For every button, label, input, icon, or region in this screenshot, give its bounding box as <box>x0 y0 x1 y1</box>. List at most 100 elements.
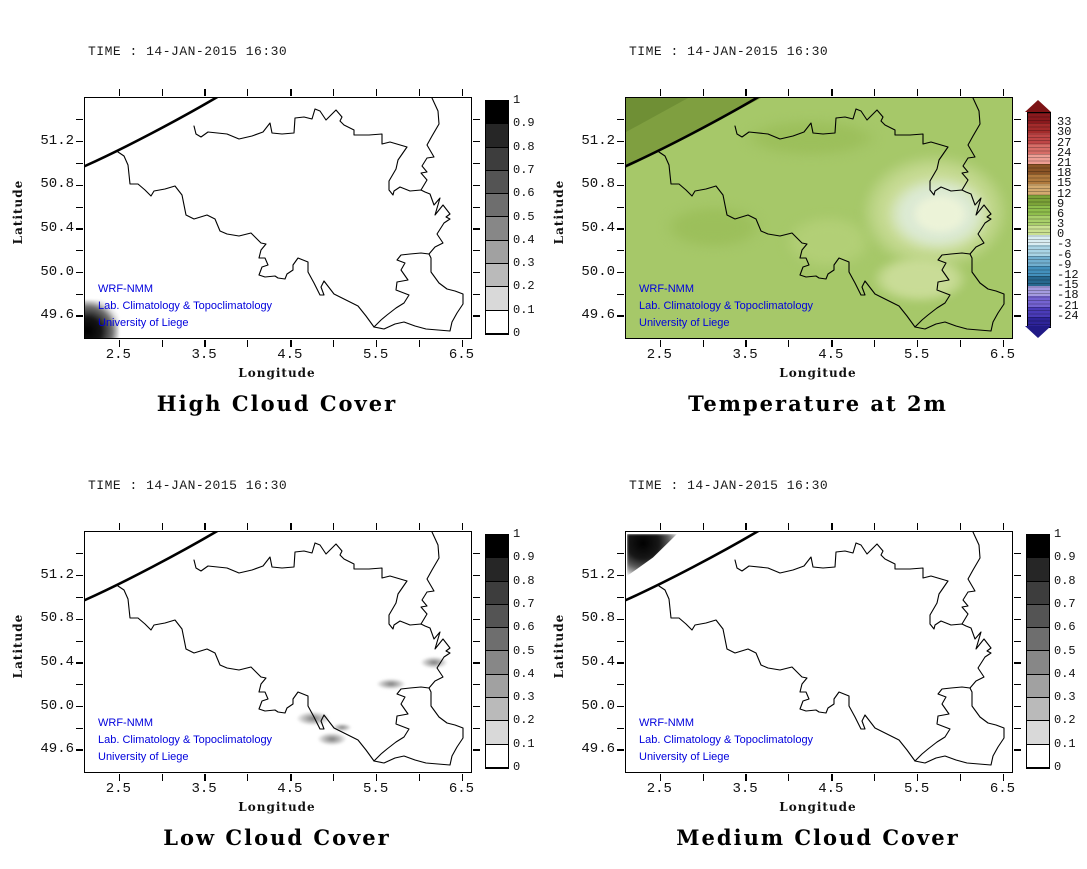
cloud-colorbar-tick-label: 0.7 <box>1054 596 1076 611</box>
cloud-colorbar-box <box>1027 604 1049 629</box>
axis-tick <box>118 774 121 781</box>
axis-tick <box>473 684 480 686</box>
temp-colorbar-tick-label: 0 <box>1057 227 1065 242</box>
temp-colorbar-tick-label: 9 <box>1057 196 1065 211</box>
axis-tick <box>375 774 378 781</box>
cloud-colorbar-box <box>486 310 508 334</box>
y-tick-label: 49.6 <box>40 741 74 758</box>
axis-tick <box>204 774 206 781</box>
cloud-colorbar-box <box>486 264 508 288</box>
y-tick-label: 50.4 <box>581 219 615 236</box>
axis-tick <box>333 340 335 347</box>
cloud-colorbar-tick-label: 0.3 <box>513 690 535 705</box>
cloud-colorbar-tick-label: 0.9 <box>1054 550 1076 565</box>
temp-colorbar-band <box>1028 184 1050 195</box>
cloud-colorbar-box <box>1027 698 1049 722</box>
axis-tick <box>617 553 624 555</box>
axis-tick <box>375 89 378 96</box>
cloud-colorbar-box <box>486 628 508 652</box>
cloud-colorbar-box <box>486 287 508 311</box>
cloud-colorbar-box <box>486 240 508 265</box>
axis-tick <box>76 184 83 187</box>
cloud-colorbar-box <box>486 535 508 559</box>
axis-tick <box>419 89 421 96</box>
cloud-colorbar-box <box>486 147 508 171</box>
axis-tick <box>76 271 83 274</box>
field-blob-dark-corner <box>85 300 119 338</box>
axis-tick <box>461 340 464 347</box>
map-frame: WRF-NMM Lab. Climatology & Topoclimatolo… <box>617 523 1021 781</box>
cloud-colorbar-box <box>486 124 508 148</box>
cloud-colorbar <box>485 534 509 769</box>
cloud-colorbar-tick-label: 0.4 <box>513 666 535 681</box>
axis-tick <box>204 340 206 347</box>
cloud-colorbar-tick-label: 0.1 <box>1054 736 1076 751</box>
axis-tick <box>702 89 704 96</box>
axis-tick <box>617 315 624 317</box>
axis-tick <box>916 89 919 96</box>
axis-tick <box>745 89 747 96</box>
y-tick-label: 50.0 <box>581 697 615 714</box>
temp-colorbar-tick-label: 18 <box>1057 166 1072 181</box>
temp-colorbar-tick-label: 12 <box>1057 186 1072 201</box>
cloud-colorbar-tick-label: 0.7 <box>513 596 535 611</box>
watermark-line-2: Lab. Climatology & Topoclimatology <box>639 300 814 312</box>
axis-tick <box>1014 228 1021 230</box>
temp-colorbar-tick-label: 6 <box>1057 206 1065 221</box>
temp-colorbar-band <box>1028 123 1050 134</box>
cloud-colorbar-tick-label: 0.1 <box>513 736 535 751</box>
y-axis-title: Latitude <box>552 613 566 679</box>
x-axis-title: Longitude <box>779 366 857 380</box>
axis-tick <box>419 523 421 530</box>
axis-tick <box>617 206 624 208</box>
axis-tick <box>473 705 480 708</box>
field-patch <box>666 206 761 248</box>
temp-colorbar-tick-label: 21 <box>1057 155 1072 170</box>
axis-tick <box>831 340 833 347</box>
axis-tick <box>874 523 876 530</box>
axis-tick <box>76 596 83 598</box>
x-tick-label: 3.5 <box>191 781 217 797</box>
axis-tick <box>333 89 335 96</box>
y-axis-title: Latitude <box>11 613 25 679</box>
x-tick-label: 5.5 <box>904 347 930 363</box>
axis-tick <box>617 705 624 708</box>
panel-title: Low Cloud Cover <box>163 825 391 850</box>
axis-tick <box>617 293 624 295</box>
axis-tick <box>1014 119 1021 121</box>
field-patch <box>746 120 876 156</box>
axis-tick <box>617 640 624 642</box>
x-tick-label: 6.5 <box>448 347 475 363</box>
axis-tick <box>76 228 83 230</box>
temp-colorbar-band <box>1028 113 1050 124</box>
colorbar-arrow-up-icon <box>1025 100 1051 112</box>
axis-tick <box>617 271 624 274</box>
axis-tick <box>204 523 206 530</box>
axis-tick <box>76 250 83 252</box>
axis-tick <box>290 89 292 96</box>
cloud-colorbar-tick-label: 0.8 <box>513 573 535 588</box>
y-tick-label: 51.2 <box>581 566 615 583</box>
axis-tick <box>473 662 480 664</box>
temp-colorbar-band <box>1028 143 1050 154</box>
y-tick-label: 51.2 <box>581 132 615 149</box>
temp-colorbar-tick-label: -24 <box>1057 308 1079 323</box>
axis-tick <box>473 162 480 164</box>
panel-low-cloud: TIME : 14-JAN-2015 16:30 WRF-NMM Lab. Cl… <box>0 434 543 868</box>
cloud-colorbar-box <box>486 698 508 722</box>
map-field-layer <box>626 532 1012 772</box>
axis-tick <box>702 523 704 530</box>
temp-colorbar-band <box>1028 265 1050 276</box>
axis-tick <box>76 640 83 642</box>
axis-tick <box>617 596 624 598</box>
x-tick-label: 5.5 <box>904 781 930 797</box>
axis-tick <box>473 727 480 729</box>
temp-colorbar-tick-label: -3 <box>1057 237 1072 252</box>
time-label: TIME : 14-JAN-2015 16:30 <box>88 478 288 493</box>
cloud-colorbar-box <box>486 721 508 745</box>
cloud-colorbar-tick-label: 0.6 <box>513 620 535 635</box>
field-patch <box>786 216 871 268</box>
axis-tick <box>1014 162 1021 164</box>
temp-colorbar-band <box>1028 133 1050 144</box>
axis-tick <box>1014 727 1021 729</box>
